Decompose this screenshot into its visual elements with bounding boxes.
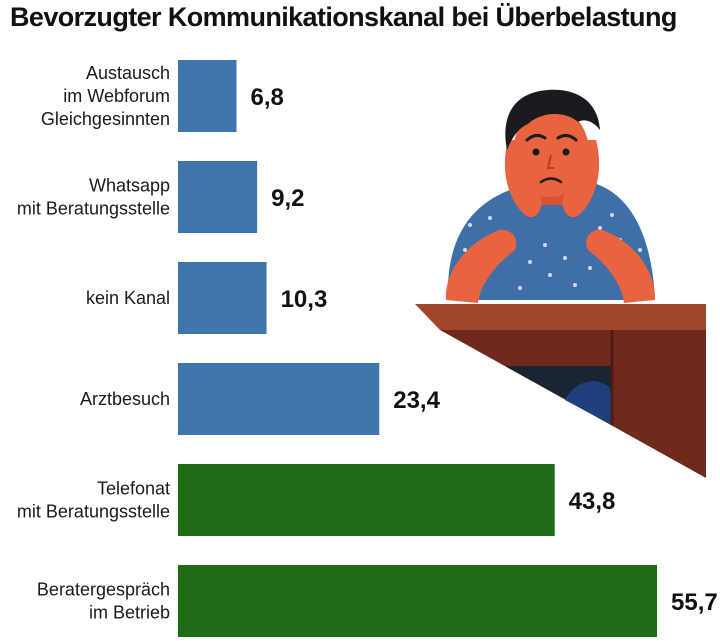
value-label-5: 43,8	[569, 488, 616, 515]
bars-layer: Austausch im Webforum Gleichgesinnten 6,8 Wh…	[17, 60, 718, 637]
value-label-2: 9,2	[271, 185, 304, 212]
shirt	[447, 182, 655, 300]
worried-man-at-desk-illustration	[415, 89, 706, 478]
value-label-6: 55,7	[671, 589, 718, 616]
bar-2	[178, 161, 258, 233]
chart-title: Bevorzugter Kommunikationskanal bei Über…	[10, 2, 677, 32]
chair	[565, 381, 612, 425]
value-label-1: 6,8	[250, 84, 283, 111]
left-arm	[445, 229, 517, 303]
right-arm	[586, 229, 656, 303]
left-hand	[504, 140, 542, 218]
value-label-4: 23,4	[393, 387, 440, 414]
bar-4	[178, 363, 380, 435]
bar-1	[178, 60, 237, 132]
category-label-4: Arztbesuch	[80, 389, 170, 409]
desk-top	[415, 304, 706, 330]
category-label-2: Whatsapp mit Beratungsstelle	[17, 176, 170, 219]
bar-3	[178, 262, 267, 334]
category-label-3: kein Kanal	[86, 288, 170, 308]
value-label-3: 10,3	[281, 286, 328, 313]
hair	[505, 89, 600, 150]
right-hand	[562, 140, 600, 218]
bar-6	[178, 565, 658, 637]
category-label-1: Austausch im Webforum Gleichgesinnten	[41, 63, 170, 129]
category-label-6: Beratergespräch im Betrieb	[37, 580, 170, 623]
bar-5	[178, 464, 555, 536]
category-label-5: Telefonat mit Beratungsstelle	[17, 479, 170, 522]
